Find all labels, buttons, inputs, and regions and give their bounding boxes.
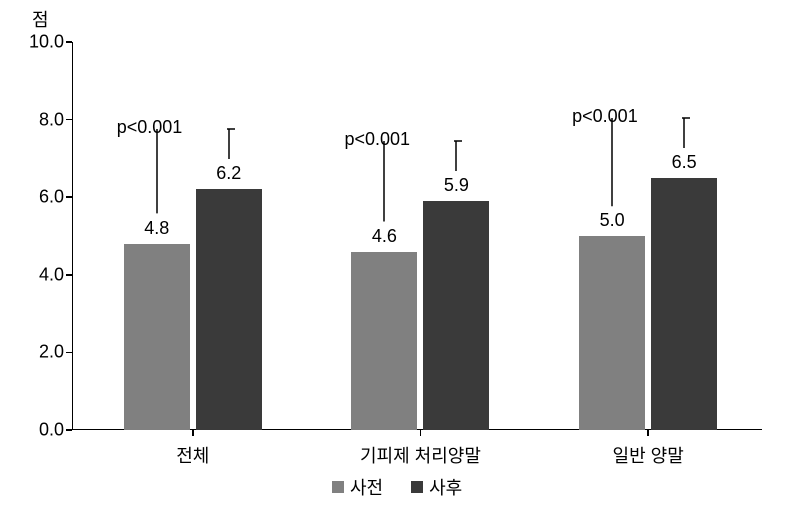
bar-value-label: 4.8 [144, 218, 169, 239]
bar [124, 244, 190, 430]
x-tick-mark [647, 430, 649, 436]
bar-chart: 점 0.0 2.0 4.0 6.0 8.0 10.0 전체 기피제 처리양말 일반 양말 4.… [0, 0, 786, 511]
y-tick-label: 6.0 [20, 187, 64, 208]
legend-swatch [332, 481, 344, 493]
y-tick-mark [66, 41, 72, 43]
x-tick-mark [192, 430, 194, 436]
y-tick-mark [66, 429, 72, 431]
x-tick-label: 일반 양말 [613, 442, 684, 468]
pvalue-bracket [380, 129, 464, 225]
y-tick-label: 8.0 [20, 109, 64, 130]
y-tick-mark [66, 274, 72, 276]
y-axis-title: 점 [32, 6, 49, 32]
x-tick-label: 기피제 처리양말 [360, 442, 481, 468]
bar [579, 236, 645, 430]
y-tick-label: 0.0 [20, 420, 64, 441]
bar [351, 252, 417, 430]
legend-swatch [411, 481, 423, 493]
pvalue-bracket [608, 106, 692, 210]
x-tick-mark [420, 430, 422, 436]
y-tick-mark [66, 119, 72, 121]
y-tick-label: 10.0 [20, 32, 64, 53]
bar [423, 201, 489, 430]
legend-label: 사전 [350, 474, 383, 500]
legend-item: 사전 [332, 474, 383, 500]
legend: 사전 사후 [332, 474, 462, 500]
y-tick-mark [66, 196, 72, 198]
x-tick-label: 전체 [176, 442, 209, 468]
bar [651, 178, 717, 430]
bar [196, 189, 262, 430]
bar-value-label: 5.0 [600, 210, 625, 231]
y-tick-mark [66, 352, 72, 354]
y-tick-label: 2.0 [20, 342, 64, 363]
legend-label: 사후 [429, 474, 462, 500]
pvalue-bracket [153, 117, 237, 217]
legend-item: 사후 [411, 474, 462, 500]
y-tick-label: 4.0 [20, 264, 64, 285]
bar-value-label: 4.6 [372, 226, 397, 247]
